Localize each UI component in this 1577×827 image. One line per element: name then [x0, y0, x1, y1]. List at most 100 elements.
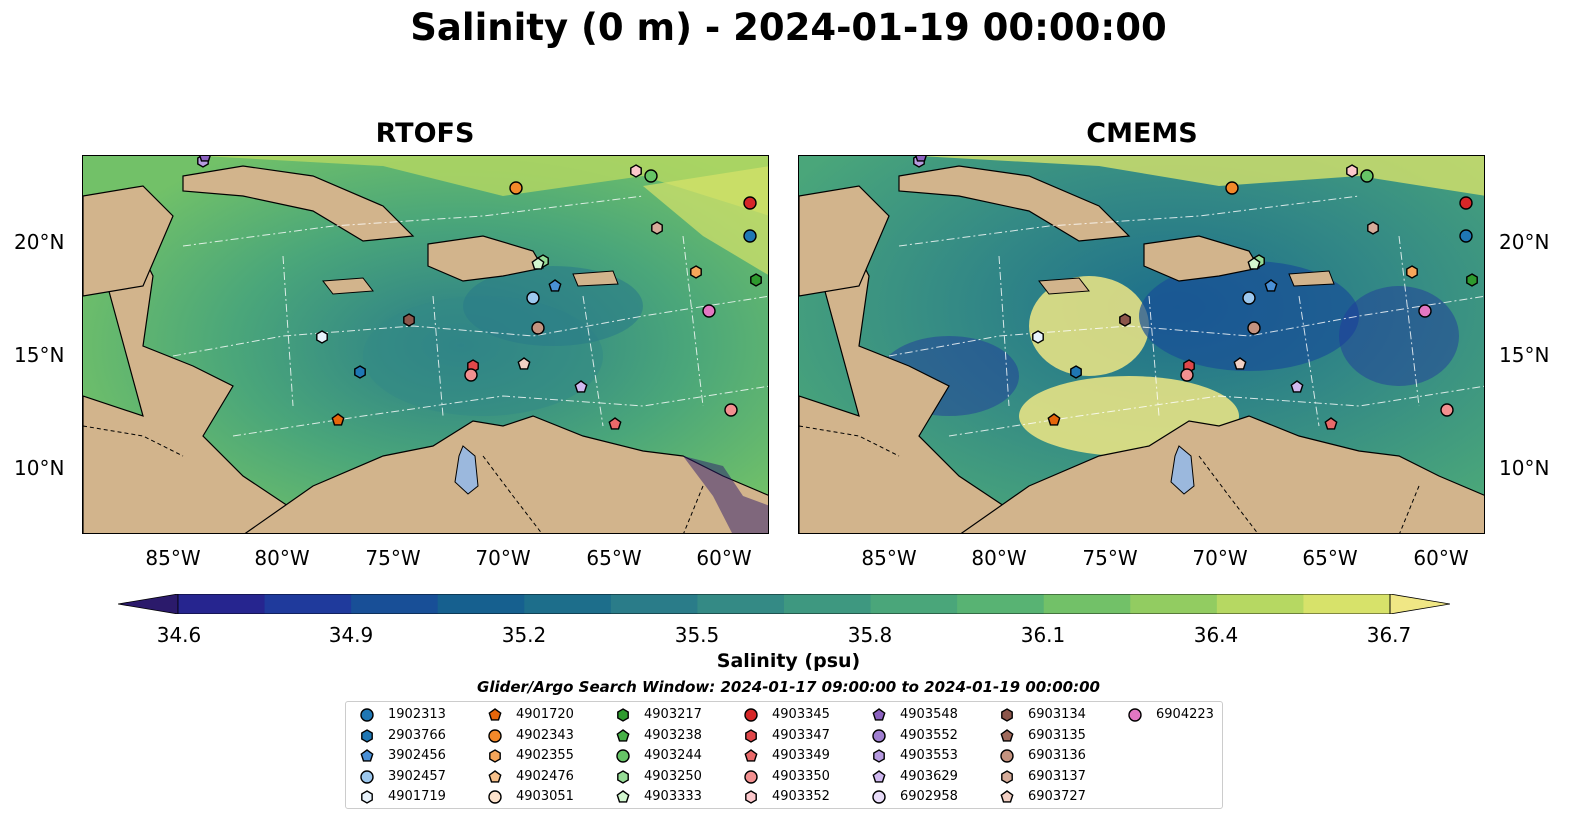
figure-title: Salinity (0 m) - 2024-01-19 00:00:00: [410, 6, 1167, 49]
float-markers-cmems: [913, 156, 1478, 430]
legend-label: 4902476: [516, 768, 574, 784]
legend-marker: [745, 790, 757, 804]
pentagon-marker-icon: [360, 749, 374, 762]
colorbar-tick-1: 34.6: [156, 623, 202, 647]
colorbar-segment: [1043, 594, 1131, 614]
pentagon-marker-icon: [744, 749, 758, 762]
float-marker: [1418, 304, 1432, 318]
search-window-label: Glider/Argo Search Window: 2024-01-17 09…: [477, 678, 1100, 696]
legend-label: 2903766: [388, 727, 446, 743]
legend-label: 4903552: [900, 727, 958, 743]
pentagon-marker-icon: [488, 708, 502, 721]
colorbar-segment: [1216, 594, 1304, 614]
legend-label: 4902355: [516, 748, 574, 763]
float-marker: [1466, 273, 1478, 287]
float-marker: [724, 403, 738, 417]
float-marker: [644, 169, 658, 183]
circle-marker-icon: [872, 790, 886, 804]
pentagon-marker-icon: [488, 769, 502, 783]
lon-label-65w-right: 65°W: [1302, 546, 1358, 570]
float-marker: [199, 156, 211, 162]
eez-boundaries: [172, 195, 768, 437]
legend-marker: [872, 769, 886, 783]
eez-boundaries: [888, 195, 1484, 437]
legend-marker: [872, 708, 886, 721]
jamaica-land: [1038, 277, 1090, 295]
jamaica-land: [322, 277, 374, 295]
legend-marker: [1001, 708, 1013, 722]
legend-label: 6903137: [1028, 768, 1086, 784]
lat-label-15n-left: 15°N: [14, 343, 65, 367]
legend-marker: [361, 728, 373, 743]
lat-label-10n-left: 10°N: [14, 456, 65, 480]
float-marker: [354, 365, 366, 379]
legend-label: 4903244: [644, 748, 702, 763]
legend-label: 4903051: [516, 789, 574, 804]
float-marker: [531, 321, 545, 335]
legend-marker: [488, 790, 502, 804]
cuba-land: [182, 165, 415, 242]
legend-label: 4903345: [772, 707, 830, 722]
float-marker: [915, 156, 927, 162]
pentagon-marker-icon: [872, 769, 886, 783]
central-america-land: [83, 195, 359, 533]
legend-marker: [744, 749, 758, 762]
legend-box: 1902313 2903766 3902456 3902457 4901719 49017…: [345, 701, 1223, 809]
circle-marker-icon: [488, 790, 502, 804]
float-marker: [1406, 265, 1418, 279]
legend-label: 3902456: [388, 748, 446, 763]
float-marker: [1119, 313, 1131, 327]
colorbar-segment: [697, 594, 785, 614]
lat-label-10n-right: 10°N: [1499, 456, 1550, 480]
legend-marker: [1001, 769, 1013, 784]
float-marker: [1360, 169, 1374, 183]
lat-label-20n-left: 20°N: [14, 230, 65, 254]
float-marker: [608, 417, 622, 430]
lon-label-75w-left: 75°W: [365, 546, 421, 570]
legend-marker: [1000, 728, 1014, 742]
legend-label: 4903333: [644, 789, 702, 804]
colorbar-segment: [1130, 594, 1218, 614]
legend-label: 6904223: [1156, 707, 1214, 722]
legend-marker: [744, 708, 758, 722]
legend-label: 4901720: [516, 707, 574, 722]
legend-label: 1902313: [388, 707, 446, 722]
colorbar-segment: [524, 594, 612, 614]
float-marker: [1367, 221, 1379, 235]
legend-label: 4901719: [388, 789, 446, 804]
float-marker: [702, 304, 716, 318]
float-marker: [1346, 164, 1358, 178]
legend-label: 6903135: [1028, 727, 1086, 743]
float-marker: [743, 196, 757, 210]
legend-marker: [616, 728, 630, 742]
float-marker: [1047, 413, 1061, 426]
float-marker: [750, 273, 762, 287]
panel-title-cmems: CMEMS: [1086, 118, 1198, 149]
float-marker: [1459, 229, 1473, 243]
float-marker: [1180, 368, 1194, 382]
legend-marker: [488, 708, 502, 721]
circle-marker-icon: [1000, 749, 1014, 763]
high-salinity-north: [919, 156, 1484, 196]
legend-marker: [361, 790, 373, 804]
pentagon-marker-icon: [1000, 728, 1014, 742]
colorbar-tick-6: 36.1: [1020, 623, 1066, 647]
float-marker: [1225, 181, 1239, 195]
circle-marker-icon: [872, 728, 886, 743]
colorbar-segment: [264, 594, 352, 614]
float-marker: [743, 229, 757, 243]
legend-label: 4902343: [516, 727, 574, 743]
legend-label: 4903238: [644, 727, 702, 743]
puerto-rico-land: [572, 270, 619, 287]
float-marker: [531, 257, 545, 270]
colorbar-tick-5: 35.8: [847, 623, 893, 647]
salinity-map-rtofs: [83, 156, 768, 533]
colorbar-tick-4: 35.5: [674, 623, 720, 647]
circle-marker-icon: [616, 749, 630, 763]
map-panel-cmems: [798, 155, 1485, 534]
south-america-land: [244, 415, 768, 533]
float-marker: [574, 380, 588, 393]
colorbar-segment: [437, 594, 525, 614]
legend-label: 4903553: [900, 748, 958, 763]
hispaniola-land: [427, 235, 544, 282]
